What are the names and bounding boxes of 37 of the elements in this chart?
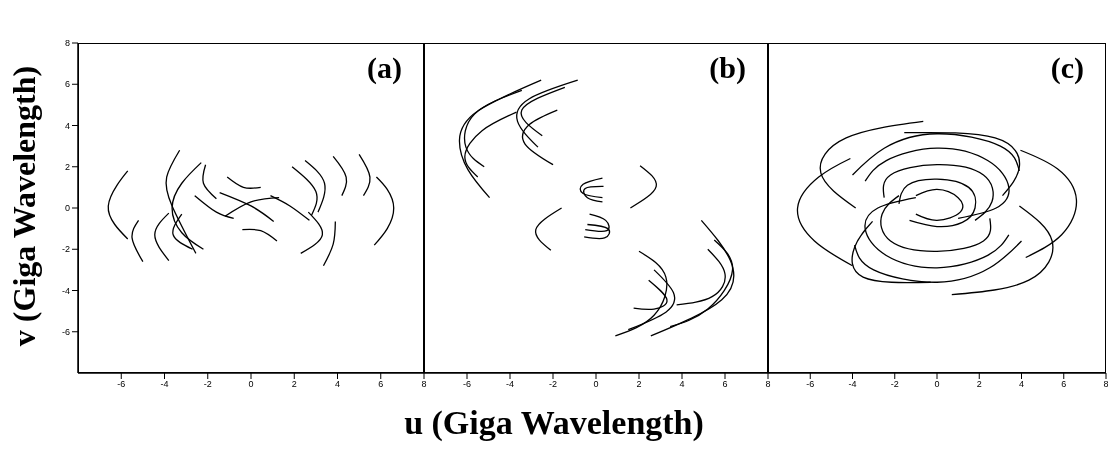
y-tick-label: -6: [61, 326, 70, 337]
x-tick-label: 4: [1018, 379, 1025, 390]
x-tick-label: -6: [806, 379, 815, 390]
x-tick-label: -4: [160, 379, 169, 390]
x-tick-label: 4: [334, 379, 341, 390]
x-tick-label: 0: [934, 379, 940, 390]
x-tick-label: 6: [722, 379, 728, 390]
x-tick-label: 6: [1061, 379, 1067, 390]
x-tick-label: 8: [1103, 379, 1108, 390]
y-axis-title: v (Giga Wavelength): [5, 65, 43, 347]
x-axis-title: u (Giga Wavelength): [403, 404, 705, 442]
annotation: (c): [1050, 51, 1084, 85]
x-tick-label: -2: [548, 379, 558, 390]
y-tick-label: -2: [61, 244, 70, 255]
y-tick-label: 4: [64, 120, 70, 131]
x-tick-label: -2: [203, 379, 212, 390]
y-tick-label: 6: [64, 79, 70, 90]
annotation: (a): [367, 51, 402, 85]
y-tick-label: 2: [64, 161, 70, 172]
x-tick-label: -4: [505, 379, 515, 390]
x-tick-label: 2: [976, 379, 982, 390]
x-tick-label: 6: [378, 379, 384, 390]
x-tick-label: 2: [636, 379, 642, 390]
x-tick-label: -4: [848, 379, 857, 390]
y-tick-label: 0: [64, 203, 70, 214]
y-tick-label: 8: [64, 38, 70, 49]
x-tick-label: 2: [291, 379, 297, 390]
x-tick-label: 8: [765, 379, 771, 390]
x-tick-label: 8: [421, 379, 427, 390]
annotation: (b): [709, 51, 746, 85]
x-tick-label: 0: [248, 379, 254, 390]
x-tick-label: -6: [462, 379, 472, 390]
y-tick-label: -4: [61, 285, 70, 296]
x-tick-label: -6: [117, 379, 126, 390]
x-tick-label: -2: [890, 379, 899, 390]
x-tick-label: 0: [593, 379, 599, 390]
x-tick-label: 4: [679, 379, 685, 390]
